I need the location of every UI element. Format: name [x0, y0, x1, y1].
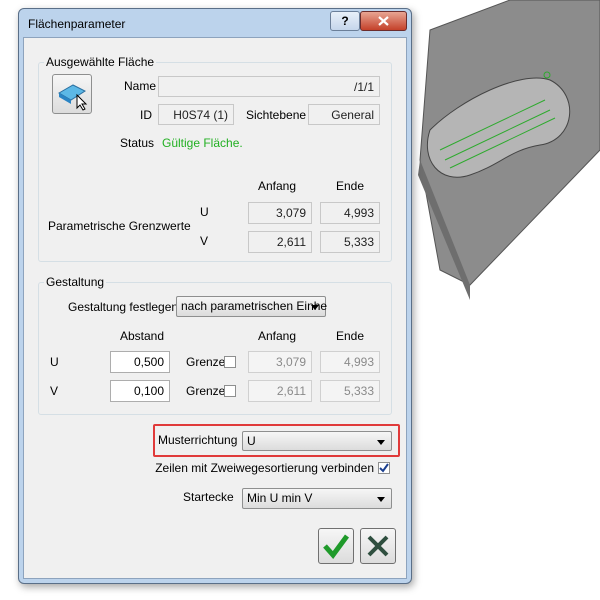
plane-label: Sichtebene [246, 108, 307, 122]
start-corner-label: Startecke [183, 490, 234, 504]
v-distance-input[interactable]: 0,100 [110, 380, 170, 402]
help-button[interactable]: ? [330, 11, 360, 31]
pick-face-icon [58, 84, 88, 111]
status-label: Status [120, 136, 155, 150]
ok-icon [323, 534, 350, 559]
u-label: U [50, 355, 59, 369]
start-header: Anfang [258, 329, 297, 343]
limits-label: Parametrische Grenzwerte [48, 219, 191, 233]
u-end-field: 4,993 [320, 351, 380, 373]
u-label: U [200, 205, 209, 219]
v-end-field: 5,333 [320, 380, 380, 402]
cancel-button[interactable] [360, 528, 396, 564]
status-value: Gültige Fläche. [162, 136, 243, 150]
pattern-direction-combobox[interactable]: U [242, 431, 392, 451]
group-selected-face [38, 62, 392, 262]
end-header: Ende [336, 329, 365, 343]
plane-field: General [308, 104, 380, 125]
pick-face-button[interactable] [52, 74, 92, 114]
start-marker [543, 71, 551, 79]
group-title: Gestaltung [44, 275, 107, 289]
u-start-field: 3,079 [248, 351, 312, 373]
pattern-direction-label: Musterrichtung [158, 433, 238, 447]
window-title: Flächenparameter [28, 17, 126, 31]
mode-label: Gestaltung festlegen [68, 300, 179, 314]
group-design [38, 282, 392, 415]
u-start-field: 3,079 [248, 202, 312, 224]
start-corner-combobox[interactable]: Min U min V [242, 488, 392, 509]
v-label: V [50, 384, 59, 398]
close-button[interactable] [360, 11, 407, 31]
close-icon [378, 16, 389, 26]
v-start-field: 2,611 [248, 380, 312, 402]
name-label: Name [124, 79, 157, 93]
id-field: H0S74 (1) [158, 104, 234, 125]
distance-header: Abstand [120, 329, 165, 343]
mode-combobox[interactable]: nach parametrischen Einhe [176, 296, 327, 317]
model-pocket [426, 77, 571, 178]
3d-model-view [418, 0, 600, 300]
id-label: ID [140, 108, 152, 122]
check-icon [379, 463, 389, 473]
name-field: /1/1 [158, 76, 380, 97]
connect-rows-checkbox[interactable] [378, 462, 390, 474]
v-label: V [200, 234, 209, 248]
u-end-field: 4,993 [320, 202, 380, 224]
connect-rows-label: Zeilen mit Zweiwegesortierung verbinden [155, 461, 374, 475]
cancel-icon [367, 535, 389, 557]
group-title: Ausgewählte Fläche [44, 55, 157, 69]
highlight-box [153, 424, 400, 457]
v-end-field: 5,333 [320, 231, 380, 253]
model-side [418, 160, 470, 300]
u-limit-label: Grenze [186, 355, 226, 369]
start-header: Anfang [258, 179, 297, 193]
v-limit-checkbox[interactable] [224, 385, 236, 397]
ok-button[interactable] [318, 528, 354, 564]
u-distance-input[interactable]: 0,500 [110, 351, 170, 373]
v-limit-label: Grenze [186, 384, 226, 398]
end-header: Ende [336, 179, 365, 193]
v-start-field: 2,611 [248, 231, 312, 253]
u-limit-checkbox[interactable] [224, 356, 236, 368]
toolpath [439, 99, 556, 169]
